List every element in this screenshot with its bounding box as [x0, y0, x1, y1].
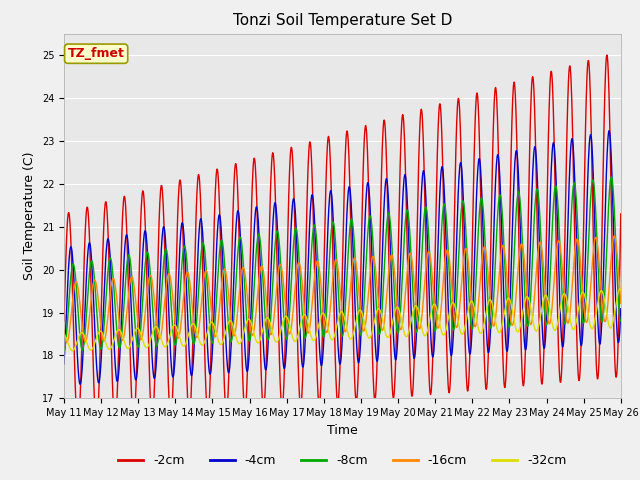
-4cm: [605, 128, 613, 133]
-4cm: [126, 278, 134, 284]
-2cm: [617, 211, 625, 217]
-16cm: [60, 327, 68, 333]
Line: -8cm: -8cm: [64, 177, 621, 351]
-16cm: [126, 279, 134, 285]
-8cm: [103, 278, 111, 284]
-4cm: [104, 237, 111, 243]
-2cm: [318, 340, 326, 346]
-8cm: [318, 324, 326, 329]
-4cm: [297, 341, 305, 347]
-32cm: [297, 321, 305, 327]
-32cm: [126, 343, 134, 349]
-16cm: [308, 301, 316, 307]
-4cm: [617, 306, 625, 312]
-2cm: [604, 52, 611, 58]
-2cm: [74, 424, 81, 430]
Y-axis label: Soil Temperature (C): Soil Temperature (C): [23, 152, 36, 280]
-4cm: [318, 360, 326, 366]
-2cm: [104, 216, 111, 222]
-32cm: [617, 287, 625, 293]
-4cm: [60, 361, 68, 367]
Title: Tonzi Soil Temperature Set D: Tonzi Soil Temperature Set D: [233, 13, 452, 28]
-4cm: [378, 284, 385, 289]
-16cm: [318, 296, 326, 301]
Line: -4cm: -4cm: [64, 131, 621, 384]
-8cm: [126, 254, 134, 260]
-4cm: [308, 192, 316, 197]
-16cm: [617, 300, 625, 306]
-8cm: [617, 318, 625, 324]
Line: -2cm: -2cm: [64, 55, 621, 427]
X-axis label: Time: Time: [327, 424, 358, 437]
-16cm: [378, 325, 385, 331]
-32cm: [378, 311, 385, 317]
-32cm: [616, 286, 624, 292]
Line: -32cm: -32cm: [64, 289, 621, 351]
-16cm: [104, 318, 111, 324]
-32cm: [60, 332, 68, 337]
-2cm: [297, 404, 305, 409]
-16cm: [297, 266, 305, 272]
-2cm: [126, 349, 134, 355]
-2cm: [308, 173, 316, 179]
-2cm: [378, 181, 385, 187]
-32cm: [68, 348, 76, 354]
-32cm: [104, 344, 111, 350]
-8cm: [607, 174, 615, 180]
-8cm: [296, 276, 304, 282]
-8cm: [60, 348, 68, 354]
-16cm: [63, 339, 70, 345]
-8cm: [308, 243, 316, 249]
-32cm: [318, 311, 326, 316]
-2cm: [60, 318, 68, 324]
-32cm: [308, 336, 316, 342]
Legend: -2cm, -4cm, -8cm, -16cm, -32cm: -2cm, -4cm, -8cm, -16cm, -32cm: [113, 449, 572, 472]
-16cm: [611, 233, 618, 239]
-8cm: [377, 324, 385, 329]
Text: TZ_fmet: TZ_fmet: [68, 47, 125, 60]
-4cm: [76, 381, 84, 387]
Line: -16cm: -16cm: [64, 236, 621, 342]
